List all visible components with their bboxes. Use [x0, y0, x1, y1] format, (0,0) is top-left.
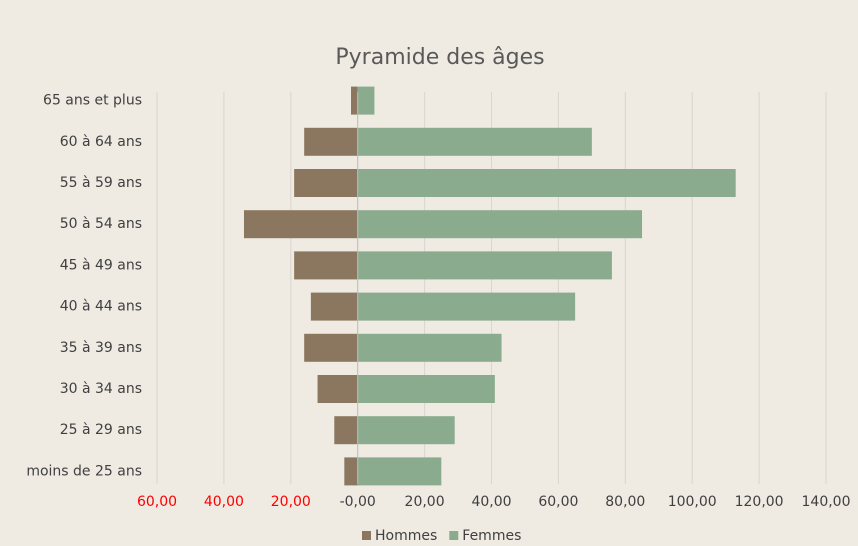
bar	[304, 127, 358, 156]
y-tick-label: 40 à 44 ans	[60, 299, 142, 315]
y-tick-label: 25 à 29 ans	[60, 422, 142, 438]
y-tick-label: moins de 25 ans	[26, 463, 142, 479]
legend-swatch	[362, 531, 371, 540]
bar	[304, 333, 358, 362]
bar	[357, 333, 502, 362]
legend-label: Femmes	[462, 528, 521, 544]
x-tick-label: 40,00	[471, 494, 511, 510]
x-tick-label: 100,00	[668, 494, 717, 510]
bar	[294, 251, 358, 280]
x-tick-label: 80,00	[605, 494, 645, 510]
x-tick-label: 60,00	[137, 494, 177, 510]
bar	[317, 375, 358, 403]
bar	[357, 292, 576, 321]
x-tick-label: 120,00	[735, 494, 784, 510]
y-tick-label: 30 à 34 ans	[60, 381, 142, 397]
legend-swatch	[449, 531, 459, 540]
chart-title: Pyramide des âges	[335, 45, 544, 70]
bar	[357, 375, 495, 403]
x-tick-label: 40,00	[204, 494, 244, 510]
y-tick-label: 35 à 39 ans	[60, 340, 142, 356]
bar	[334, 416, 358, 445]
x-tick-label: 140,00	[802, 494, 851, 510]
x-tick-label: -0,00	[340, 494, 376, 510]
legend-label: Hommes	[375, 528, 437, 544]
bar	[357, 251, 612, 280]
bar	[357, 127, 592, 156]
y-tick-label: 45 à 49 ans	[60, 257, 142, 273]
x-tick-label: 20,00	[405, 494, 445, 510]
bar	[344, 457, 358, 486]
y-tick-label: 60 à 64 ans	[60, 134, 142, 150]
bar	[357, 210, 643, 239]
y-tick-label: 55 à 59 ans	[60, 175, 142, 191]
bar	[357, 416, 455, 445]
bar	[357, 86, 375, 115]
bar	[357, 169, 736, 197]
y-tick-label: 65 ans et plus	[43, 93, 142, 109]
bar	[243, 210, 358, 239]
y-tick-label: 50 à 54 ans	[60, 216, 142, 232]
x-tick-label: 20,00	[271, 494, 311, 510]
bar	[310, 292, 358, 321]
bar	[351, 86, 358, 115]
bar	[294, 169, 358, 197]
bar	[357, 457, 442, 486]
x-tick-label: 60,00	[538, 494, 578, 510]
